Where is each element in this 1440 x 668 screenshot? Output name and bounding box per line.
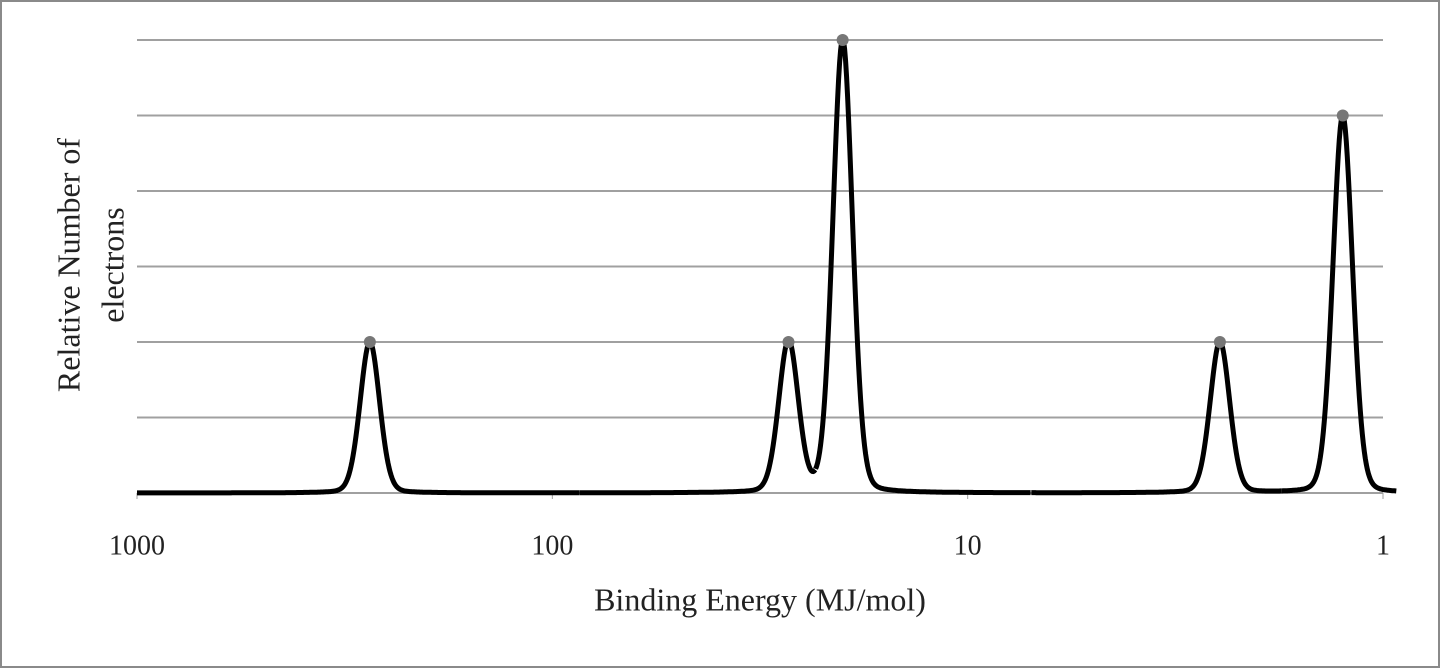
y-axis-title-line: electrons (94, 207, 130, 323)
spectrum-peak (577, 337, 818, 496)
spectrum-peak (813, 36, 1033, 496)
peak-dot (836, 34, 849, 46)
x-tick-label: 100 (531, 530, 573, 561)
peak-dot (1213, 336, 1226, 348)
spectrum-peak (1029, 339, 1283, 496)
y-axis-title-line: Relative Number of (50, 138, 86, 392)
peak-dot (363, 336, 376, 348)
x-tick-label: 1 (1376, 530, 1390, 561)
x-tick-label: 1000 (109, 530, 165, 561)
x-tick-label: 10 (954, 530, 982, 561)
spectrum-peak (1279, 113, 1398, 494)
peak-dot (782, 336, 795, 348)
peak-dot (1336, 109, 1349, 122)
spectrum-peak (135, 339, 581, 496)
grid (136, 39, 1384, 499)
y-axis-title: Relative Number of electrons (50, 138, 130, 392)
x-axis-title: Binding Energy (MJ/mol) (594, 581, 926, 617)
